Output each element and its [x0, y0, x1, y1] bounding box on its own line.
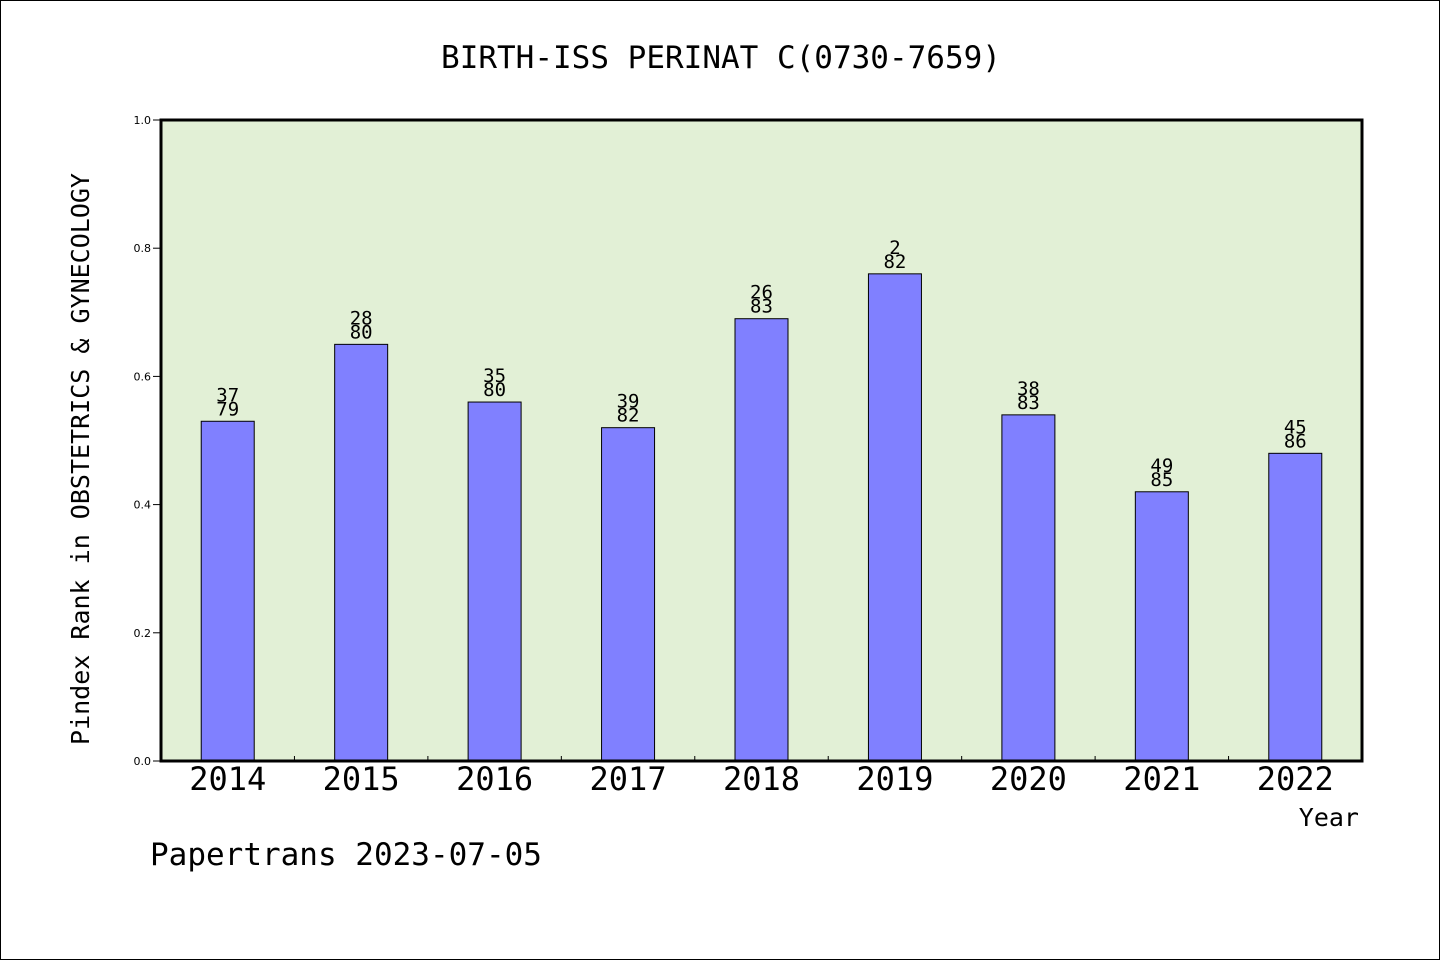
bar-label-top: 28 — [350, 307, 373, 329]
bar-label-top: 2 — [889, 237, 900, 259]
x-axis-label: Year — [1299, 803, 1359, 832]
x-tick-label: 2020 — [990, 760, 1067, 798]
bar-2022 — [1268, 452, 1323, 762]
y-axis-label: Pindex Rank in OBSTETRICS & GYNECOLOGY — [66, 173, 95, 745]
bar-label-bottom: 82 — [883, 251, 906, 273]
x-tick-label: 2016 — [456, 760, 533, 798]
x-tick-label: 2017 — [590, 760, 667, 798]
bar-label-bottom: 86 — [1284, 430, 1307, 452]
bar-2017 — [601, 427, 656, 762]
bar-label-bottom: 82 — [617, 405, 640, 427]
bar-label-top: 38 — [1017, 378, 1040, 400]
bar-label-top: 49 — [1150, 455, 1173, 477]
bar-2020 — [1001, 414, 1056, 762]
x-tick-label: 2022 — [1257, 760, 1334, 798]
y-tick-label: 0.0 — [134, 755, 152, 768]
x-tick-label: 2018 — [723, 760, 800, 798]
y-tick-label: 0.2 — [134, 627, 152, 640]
bar-label-bottom: 83 — [1017, 392, 1040, 414]
bar-label-top: 35 — [483, 365, 506, 387]
y-tick-label: 0.8 — [134, 242, 152, 255]
y-axis: 0.0 0.2 0.4 0.6 0.8 1.0 — [134, 114, 161, 768]
bar-2019 — [867, 273, 922, 762]
footer-credit: Papertrans 2023-07-05 — [150, 837, 542, 873]
x-tick-label: 2015 — [323, 760, 400, 798]
bar-label-bottom: 80 — [483, 379, 506, 401]
bar-2021 — [1134, 491, 1189, 762]
bar-label-top: 39 — [617, 391, 640, 413]
x-axis: 2014 2015 2016 2017 2018 2019 2020 2021 2022 — [189, 756, 1334, 798]
bar-2015 — [334, 343, 389, 762]
y-tick-label: 1.0 — [134, 114, 152, 127]
x-tick-label: 2019 — [856, 760, 933, 798]
x-tick-label: 2014 — [189, 760, 266, 798]
plot-border — [159, 118, 1364, 763]
bar-2016 — [467, 401, 522, 762]
bar-label-bottom: 80 — [350, 321, 373, 343]
bar-2018 — [734, 318, 789, 762]
chart-title: BIRTH-ISS PERINAT C(0730-7659) — [441, 40, 1001, 76]
bar-label-bottom: 83 — [750, 296, 773, 318]
bar-label-bottom: 79 — [216, 398, 239, 420]
y-tick-label: 0.6 — [134, 370, 152, 383]
y-tick-label: 0.4 — [134, 499, 152, 512]
bar-2014 — [200, 420, 255, 762]
bar-label-top: 37 — [216, 384, 239, 406]
bar-label-top: 45 — [1284, 416, 1307, 438]
x-tick-label: 2021 — [1123, 760, 1200, 798]
bar-label-top: 26 — [750, 282, 773, 304]
bar-label-bottom: 85 — [1150, 469, 1173, 491]
